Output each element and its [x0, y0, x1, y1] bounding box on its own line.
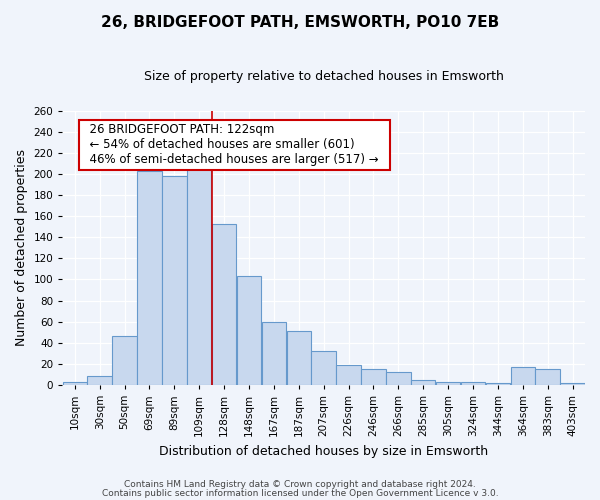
Bar [187, 168, 211, 385]
Bar [511, 367, 535, 385]
Bar [137, 170, 161, 385]
Text: Contains HM Land Registry data © Crown copyright and database right 2024.: Contains HM Land Registry data © Crown c… [124, 480, 476, 489]
Bar [436, 382, 460, 385]
Bar [311, 351, 336, 385]
Bar [237, 276, 261, 385]
Bar [411, 380, 436, 385]
Text: 26, BRIDGEFOOT PATH, EMSWORTH, PO10 7EB: 26, BRIDGEFOOT PATH, EMSWORTH, PO10 7EB [101, 15, 499, 30]
Bar [485, 383, 510, 385]
Text: Contains public sector information licensed under the Open Government Licence v : Contains public sector information licen… [101, 488, 499, 498]
Bar [162, 176, 187, 385]
Text: 26 BRIDGEFOOT PATH: 122sqm
  ← 54% of detached houses are smaller (601)
  46% of: 26 BRIDGEFOOT PATH: 122sqm ← 54% of deta… [82, 123, 386, 166]
Bar [62, 382, 87, 385]
Y-axis label: Number of detached properties: Number of detached properties [15, 150, 28, 346]
Title: Size of property relative to detached houses in Emsworth: Size of property relative to detached ho… [144, 70, 503, 83]
Bar [262, 322, 286, 385]
Bar [535, 369, 560, 385]
X-axis label: Distribution of detached houses by size in Emsworth: Distribution of detached houses by size … [159, 444, 488, 458]
Bar [287, 331, 311, 385]
Bar [461, 382, 485, 385]
Bar [386, 372, 410, 385]
Bar [337, 365, 361, 385]
Bar [361, 369, 386, 385]
Bar [560, 383, 585, 385]
Bar [88, 376, 112, 385]
Bar [212, 224, 236, 385]
Bar [112, 336, 137, 385]
